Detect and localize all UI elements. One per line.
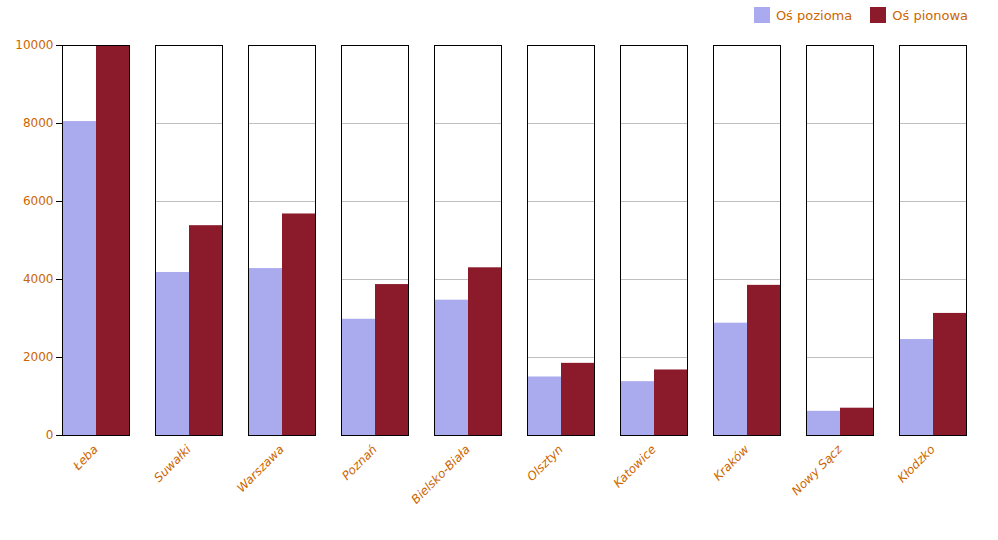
svg-text:6000: 6000: [23, 194, 54, 208]
svg-text:10000: 10000: [15, 38, 53, 52]
svg-text:0: 0: [46, 428, 54, 442]
svg-text:Poznań: Poznań: [339, 442, 380, 483]
svg-text:Olsztyn: Olsztyn: [524, 442, 566, 484]
svg-text:Kraków: Kraków: [711, 442, 752, 483]
html-text:Oś pionowa: Oś pionowa: [892, 7, 968, 23]
svg-text:Warszawa: Warszawa: [234, 442, 287, 495]
html-text:Oś pozioma: Oś pozioma: [775, 7, 853, 23]
svg-text:4000: 4000: [23, 272, 54, 286]
svg-text:Katowice: Katowice: [611, 442, 659, 490]
svg-text:Nowy Sącz: Nowy Sącz: [789, 442, 845, 498]
svg-text:Kłodzko: Kłodzko: [895, 442, 938, 485]
svg-text:Bielsko-Biała: Bielsko-Biała: [409, 442, 473, 506]
svg-text:Suwałki: Suwałki: [151, 442, 194, 485]
svg-text:2000: 2000: [23, 350, 54, 364]
svg-text:Łeba: Łeba: [70, 442, 101, 473]
svg-text:8000: 8000: [23, 116, 54, 130]
